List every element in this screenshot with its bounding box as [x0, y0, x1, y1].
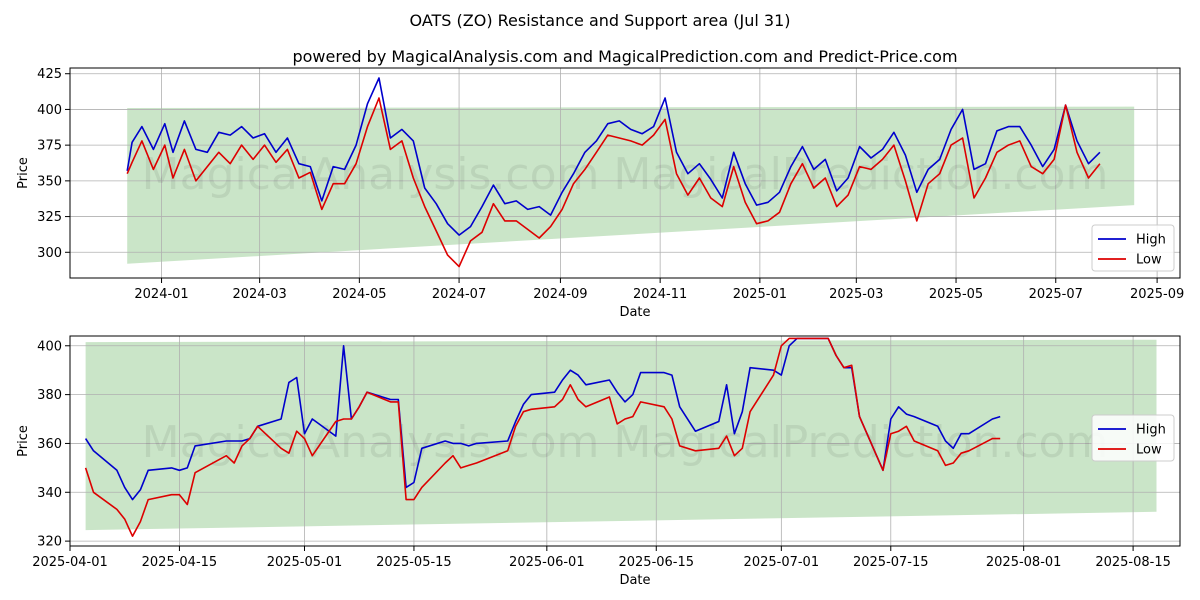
y-tick-label: 350: [37, 174, 62, 189]
y-tick-label: 400: [37, 339, 62, 354]
y-tick-label: 325: [37, 210, 62, 225]
x-tick-label: 2024-09: [533, 287, 587, 302]
y-tick-label: 340: [37, 486, 62, 501]
x-tick-label: 2025-05-15: [376, 555, 452, 570]
legend-label-low: Low: [1136, 443, 1162, 458]
watermark-text: MagicalAnalysis.com MagicalPrediction.co…: [142, 149, 1109, 200]
legend: High Low: [1091, 414, 1175, 462]
x-tick-label: 2025-05: [929, 287, 983, 302]
series-line-high: [84, 337, 1001, 501]
x-axis-label: Date: [619, 305, 650, 320]
x-tick-label: 2025-07: [1029, 287, 1083, 302]
y-axis-label: Price: [16, 157, 31, 189]
y-tick-label: 400: [37, 103, 62, 118]
x-tick-label: 2024-03: [232, 287, 286, 302]
series-line-high: [126, 77, 1101, 236]
x-tick-label: 2024-05: [332, 287, 386, 302]
plot-frame: [69, 67, 1181, 279]
x-tick-label: 2025-07-01: [744, 555, 820, 570]
x-axis-label: Date: [619, 573, 650, 588]
x-tick-label: 2025-06-15: [618, 555, 694, 570]
y-tick-label: 380: [37, 388, 62, 403]
x-tick-label: 2025-09: [1130, 287, 1184, 302]
x-tick-label: 2025-05-01: [267, 555, 343, 570]
x-tick-label: 2025-06-01: [509, 555, 585, 570]
legend: High Low: [1091, 224, 1175, 272]
y-axis-label: Price: [16, 425, 31, 457]
support-resistance-band: [127, 106, 1135, 264]
legend-label-high: High: [1136, 233, 1166, 248]
x-tick-label: 2025-08-15: [1095, 555, 1171, 570]
plot-frame: [69, 335, 1181, 547]
x-tick-label: 2024-11: [633, 287, 687, 302]
watermark-text: MagicalAnalysis.com MagicalPrediction.co…: [142, 417, 1109, 468]
y-tick-label: 360: [37, 437, 62, 452]
x-tick-label: 2024-01: [134, 287, 188, 302]
y-tick-label: 425: [37, 67, 62, 82]
y-tick-label: 320: [37, 535, 62, 550]
x-tick-label: 2025-01: [733, 287, 787, 302]
support-resistance-band: [85, 339, 1157, 531]
y-tick-label: 300: [37, 246, 62, 261]
x-tick-label: 2025-03: [829, 287, 883, 302]
x-tick-label: 2025-08-01: [986, 555, 1062, 570]
x-tick-label: 2025-07-15: [853, 555, 929, 570]
legend-label-low: Low: [1136, 253, 1162, 268]
chart-title: OATS (ZO) Resistance and Support area (J…: [410, 11, 791, 30]
x-tick-label: 2024-07: [432, 287, 486, 302]
x-tick-label: 2025-04-15: [142, 555, 218, 570]
series-line-low: [126, 97, 1101, 268]
y-tick-label: 375: [37, 139, 62, 154]
chart-subtitle: powered by MagicalAnalysis.com and Magic…: [292, 47, 957, 66]
x-tick-label: 2025-04-01: [32, 555, 108, 570]
legend-label-high: High: [1136, 423, 1166, 438]
series-line-low: [84, 337, 1001, 537]
top-chart: MagicalAnalysis.com MagicalPrediction.co…: [16, 67, 1184, 320]
bottom-chart: MagicalAnalysis.com MagicalPrediction.co…: [16, 335, 1181, 588]
